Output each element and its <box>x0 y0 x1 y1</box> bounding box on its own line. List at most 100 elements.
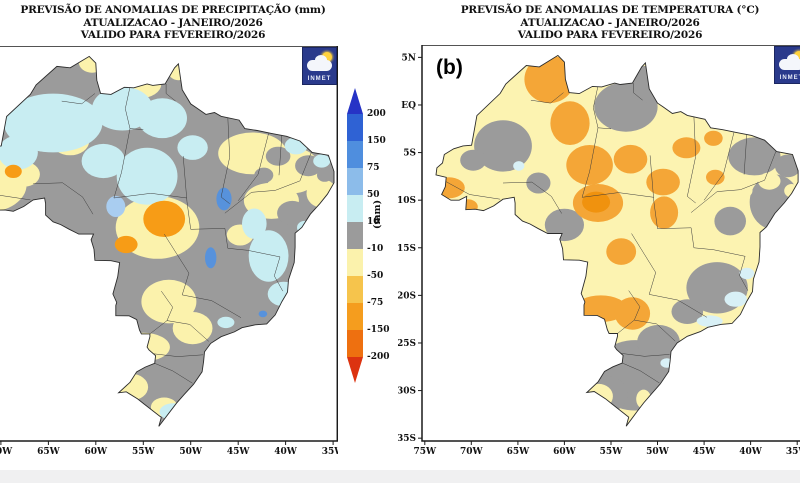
brazil-outline <box>435 54 799 427</box>
anomaly-region <box>606 238 637 265</box>
precipitation-anomaly-map: 70W 65W 60W 55W 50W 45W 40W 35W <box>0 46 338 457</box>
precipitation-title: PREVISÃO DE ANOMALIAS DE PRECIPITAÇÃO (m… <box>20 4 326 16</box>
anomaly-region <box>637 324 680 360</box>
colorbar-tick-label: 50 <box>367 190 380 200</box>
colorbar-tick-label: -10 <box>367 244 384 254</box>
colorbar-segment <box>347 222 363 249</box>
anomaly-region <box>474 120 532 172</box>
anomaly-region <box>550 101 590 145</box>
colorbar-tick-label: 10 <box>367 217 380 227</box>
colorbar-segment <box>347 195 363 222</box>
x-axis-tick-label: 70W <box>0 447 13 457</box>
x-axis-tick-label: 60W <box>84 447 108 457</box>
colorbar-down-arrow <box>347 357 363 383</box>
anomaly-region <box>317 168 333 182</box>
anomaly-region <box>728 137 781 176</box>
colorbar-tick-label: -50 <box>367 271 384 281</box>
precipitation-colorbar: 200 150 75 50 10 -10 -50 -75 -150 -200 <box>347 88 392 388</box>
anomaly-region <box>714 206 746 236</box>
colorbar-tick-label: -150 <box>367 325 390 335</box>
anomaly-region <box>248 230 289 282</box>
colorbar-segment <box>347 249 363 276</box>
colorbar-unit-label: (mm) <box>372 199 383 229</box>
precipitation-title-block: PREVISÃO DE ANOMALIAS DE PRECIPITAÇÃO (m… <box>0 4 346 42</box>
anomaly-region <box>159 403 188 421</box>
colorbar-tick-label: -75 <box>367 298 384 308</box>
anomaly-region <box>116 147 178 205</box>
x-axis-tick-label: 60W <box>553 447 577 457</box>
country-fill-layer <box>0 56 335 427</box>
brazil-outline <box>0 55 335 427</box>
anomaly-region <box>113 373 149 401</box>
anomaly-region <box>313 154 331 168</box>
y-axis-tick-label: 30S <box>398 387 416 397</box>
precipitation-subtitle-update: ATUALIZACAO - JANEIRO/2026 <box>83 16 263 29</box>
anomaly-region <box>724 291 747 307</box>
cloud-icon <box>779 54 800 70</box>
anomaly-region <box>741 231 762 249</box>
anomaly-region <box>172 312 213 345</box>
colorbar-tick-label: 75 <box>367 163 380 173</box>
anomaly-region <box>706 169 725 185</box>
anomaly-region <box>582 191 611 213</box>
anomaly-region <box>106 196 126 217</box>
anomaly-region <box>629 65 662 103</box>
anomaly-region <box>78 56 106 73</box>
y-axis-tick-label: 25S <box>398 339 416 349</box>
colorbar-segment <box>347 141 363 168</box>
anomaly-region <box>696 315 723 327</box>
anomaly-region <box>614 297 651 330</box>
colorbar-segment <box>347 168 363 195</box>
anomaly-region <box>513 161 525 171</box>
anomaly-region <box>636 389 651 409</box>
anomaly-region <box>258 310 268 318</box>
colorbar-tick-label: -200 <box>367 352 390 362</box>
x-axis-tick-label: 45W <box>693 447 717 457</box>
y-axis-tick-label: 10S <box>398 196 416 206</box>
anomaly-region <box>739 267 755 280</box>
x-axis-tick-label: 40W <box>274 447 298 457</box>
anomaly-region <box>0 135 38 170</box>
anomaly-region <box>526 172 551 194</box>
anomaly-region <box>672 137 701 159</box>
anomaly-region <box>205 247 217 269</box>
country-fill-layer <box>436 55 799 427</box>
anomaly-region <box>758 172 781 190</box>
x-axis-tick-label: 65W <box>37 447 61 457</box>
inmet-logo-text: INMET <box>307 76 332 82</box>
anomaly-region <box>660 358 674 368</box>
colorbar-up-arrow <box>347 88 363 114</box>
anomaly-region <box>3 93 103 153</box>
anomaly-region <box>92 86 153 131</box>
anomaly-region <box>116 332 170 362</box>
y-axis-tick-label: 35S <box>398 434 416 444</box>
colorbar-segment <box>347 303 363 330</box>
sun-icon <box>322 52 332 62</box>
x-axis-tick-label: 65W <box>507 447 531 457</box>
anomaly-region <box>277 200 308 226</box>
anomaly-region <box>436 177 465 199</box>
anomaly-region <box>784 184 799 198</box>
anomaly-region <box>735 184 753 198</box>
anomaly-region <box>4 164 22 178</box>
anomaly-region <box>217 316 235 329</box>
x-axis-tick-label: 75W <box>413 447 437 457</box>
anomaly-region <box>613 144 648 174</box>
inmet-logo: INMET <box>774 46 800 84</box>
anomaly-region <box>143 200 186 237</box>
anomaly-region <box>524 55 575 104</box>
anomaly-region <box>584 383 613 409</box>
anomaly-region <box>460 149 487 171</box>
anomaly-region <box>671 299 704 324</box>
anomaly-region <box>265 146 291 166</box>
anomaly-region <box>457 199 478 215</box>
anomaly-region <box>81 143 126 179</box>
y-axis-tick-label: 5N <box>402 53 417 63</box>
x-axis-tick-label: 35W <box>322 447 338 457</box>
panel-label-b: (b) <box>436 56 463 79</box>
anomaly-region <box>242 208 267 239</box>
map-frame <box>421 45 800 442</box>
inmet-logo: INMET <box>302 47 337 85</box>
anomaly-region <box>267 281 300 307</box>
